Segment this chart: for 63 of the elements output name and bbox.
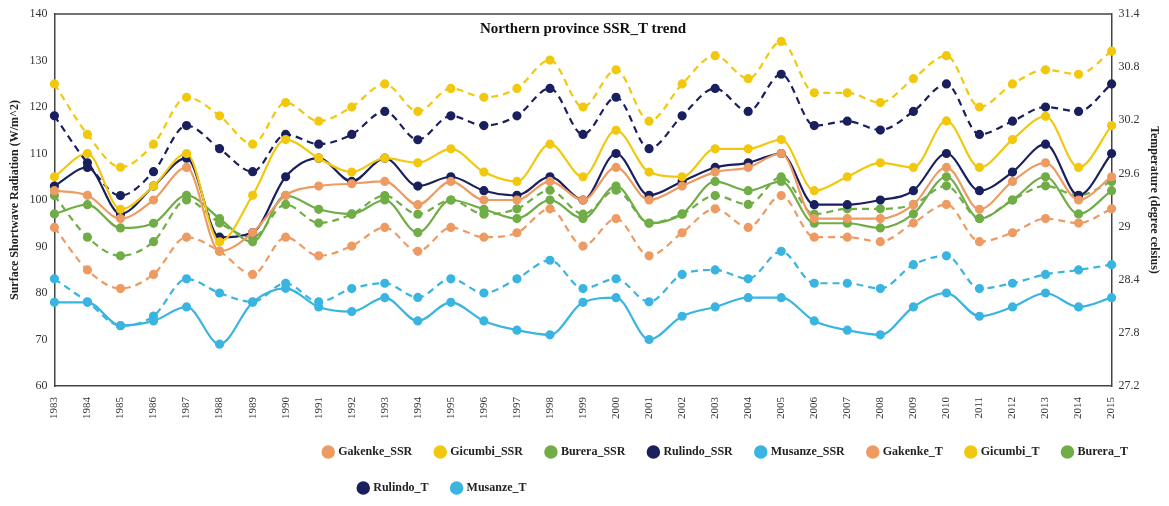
legend-label: Burera_T (1077, 444, 1128, 459)
x-tick-label: 2002 (675, 397, 687, 419)
y2-tick-label: 27.8 (1118, 325, 1140, 340)
x-tick-label: 1992 (344, 397, 357, 419)
legend-label: Musanze_SSR (770, 444, 846, 459)
x-tick-label: 2006 (807, 396, 820, 419)
x-tick-label: 1988 (212, 396, 225, 419)
x-tick-label: 1983 (47, 396, 60, 419)
x-tick-label: 2007 (840, 396, 853, 419)
x-tick-label: 1999 (575, 396, 588, 419)
x-tick-label: 2010 (939, 396, 952, 419)
x-tick-label: 1995 (443, 396, 456, 419)
x-tick-label: 1996 (476, 396, 489, 419)
y2-axis-title: Temperature (degree celsius) (1147, 126, 1162, 274)
legend-label: Rulindo_SSR (663, 444, 734, 459)
y2-tick-label: 28.4 (1118, 271, 1140, 286)
x-tick-label: 1986 (146, 396, 159, 419)
legend-label: Gicumbi_SSR (450, 444, 524, 459)
x-tick-label: 1984 (80, 396, 93, 419)
x-tick-label: 1990 (278, 396, 291, 419)
y-tick-label: 100 (29, 192, 48, 207)
legend-label: Gakenke_SSR (338, 444, 413, 459)
y-tick-label: 90 (35, 238, 48, 253)
x-tick-label: 2013 (1038, 396, 1051, 419)
y-tick-label: 80 (35, 285, 48, 300)
y-tick-label: 70 (35, 331, 48, 346)
x-tick-label: 2012 (1005, 397, 1018, 419)
x-tick-label: 2008 (873, 396, 886, 419)
x-tick-label: 2000 (608, 396, 621, 419)
x-tick-label: 1993 (377, 396, 390, 419)
x-tick-label: 2001 (641, 397, 654, 419)
y-tick-label: 140 (29, 6, 48, 21)
legend-label: Musanze_T (466, 480, 527, 495)
x-tick-label: 2005 (774, 396, 787, 419)
y2-tick-label: 27.2 (1118, 378, 1140, 393)
y2-tick-label: 30.8 (1118, 59, 1140, 74)
y2-tick-label: 29 (1118, 218, 1131, 233)
x-tick-label: 2009 (906, 396, 919, 419)
legend-label: Gicumbi_T (980, 444, 1040, 459)
x-tick-label: 1987 (179, 396, 192, 419)
x-tick-label: 1985 (113, 396, 126, 419)
y-tick-label: 110 (29, 145, 48, 160)
legend-label: Rulindo_T (373, 480, 429, 495)
x-tick-label: 1989 (245, 396, 258, 419)
legend-label: Gakenke_T (882, 444, 943, 459)
legend-label: Burera_SSR (560, 444, 626, 459)
x-tick-label: 1997 (509, 396, 522, 419)
x-tick-label: 1994 (410, 396, 423, 419)
x-tick-label: 2011 (972, 397, 985, 419)
x-tick-label: 2014 (1071, 396, 1084, 419)
y2-tick-label: 29.6 (1118, 165, 1140, 180)
x-tick-label: 1991 (311, 397, 324, 419)
x-tick-label: 1998 (542, 396, 555, 419)
y2-tick-label: 31.4 (1118, 6, 1140, 21)
text: Northern province SSR_T trend (479, 20, 687, 37)
y-tick-label: 130 (29, 52, 48, 67)
y2-tick-label: 30.2 (1118, 112, 1140, 127)
x-tick-label: 2003 (708, 396, 721, 419)
y-axis-title: Surface Shortwave Radiation (W/m^2) (7, 100, 22, 300)
x-tick-label: 2004 (741, 396, 754, 419)
y-tick-label: 60 (35, 378, 48, 393)
x-tick-label: 2015 (1104, 396, 1117, 419)
y-tick-label: 120 (29, 99, 48, 114)
